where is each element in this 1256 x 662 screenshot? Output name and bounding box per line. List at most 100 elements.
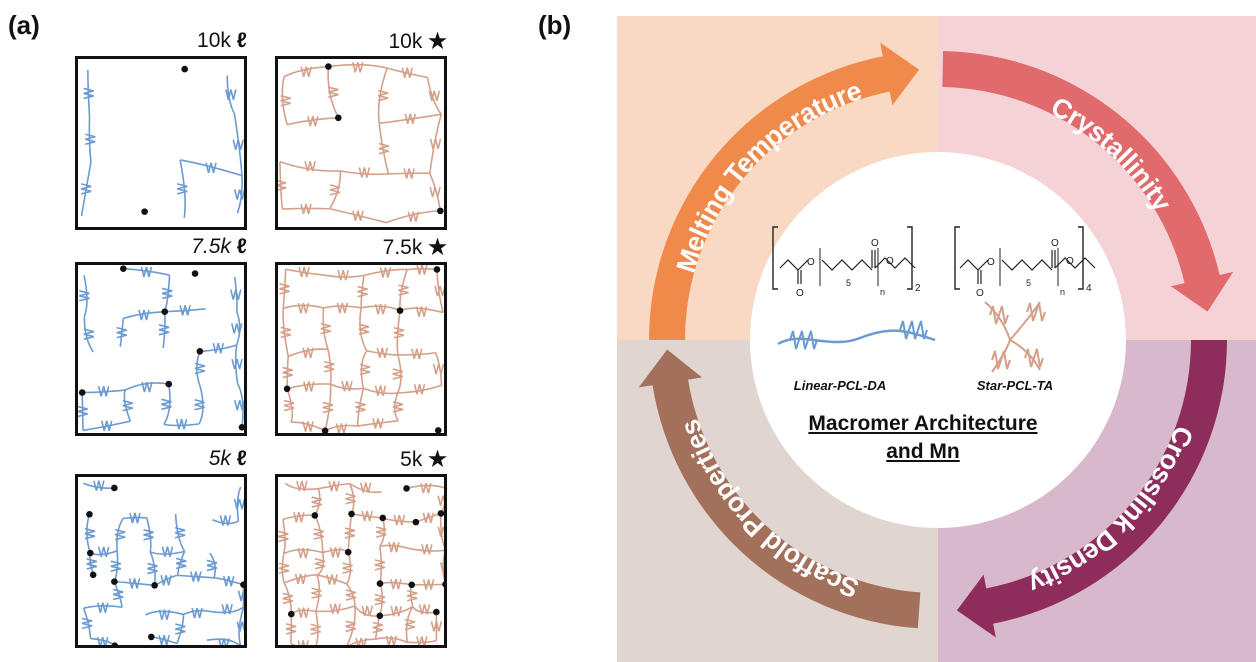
crosslink-node <box>89 571 97 579</box>
linear-pcl-da-label: Linear-PCL-DA <box>793 378 887 393</box>
crystalline-coil <box>97 602 109 613</box>
crystalline-coil <box>143 529 154 541</box>
crystalline-coil <box>300 66 312 77</box>
crystalline-coil <box>194 362 206 375</box>
crosslink-node <box>283 385 291 393</box>
crystalline-coil <box>335 423 348 433</box>
crystalline-coil <box>233 400 244 411</box>
crystalline-coil <box>413 383 426 395</box>
crystalline-coil <box>233 498 244 510</box>
polymer-strand <box>393 392 400 422</box>
network-drawing <box>81 480 244 645</box>
center-title-line2: and Mn <box>886 440 960 463</box>
linear-symbol-icon: ℓ <box>236 29 247 52</box>
crystalline-coil <box>285 623 297 635</box>
polymer-strand <box>236 382 244 428</box>
crystalline-coil <box>388 542 400 553</box>
linear-symbol-icon: ℓ <box>236 447 247 470</box>
polymer-strand <box>363 268 408 277</box>
crystalline-coil <box>372 621 383 634</box>
crystalline-coil <box>205 162 217 173</box>
crosslink-node <box>376 580 384 587</box>
polymer-strand <box>82 607 92 639</box>
panel-b-letter: (b) <box>538 10 572 40</box>
crosslink-node <box>433 608 440 616</box>
crystalline-coil <box>320 322 331 335</box>
crosslink-node <box>181 65 188 73</box>
crystalline-coil <box>344 527 356 539</box>
polymer-strand <box>356 388 365 427</box>
crystalline-coil <box>206 559 218 572</box>
crosslink-node <box>111 484 118 492</box>
network-mn-label: 7.5k <box>191 235 237 258</box>
acrylate-structure <box>959 250 1096 284</box>
crystalline-coil <box>989 305 1009 325</box>
crystalline-coil <box>175 418 188 430</box>
crystalline-coil <box>147 562 158 575</box>
polymer-strand <box>233 113 243 176</box>
polymer-strand <box>406 484 444 490</box>
bracket <box>1078 226 1084 290</box>
crystalline-coil <box>329 184 341 196</box>
repeat-count: n <box>1060 287 1065 297</box>
crystalline-coil <box>401 67 414 78</box>
crystalline-coil <box>991 350 1011 370</box>
polymer-strand <box>346 605 356 645</box>
crystalline-coil <box>358 167 371 178</box>
network-label: 10k ★ <box>277 29 447 54</box>
crosslink-node <box>238 424 244 431</box>
crystalline-coil <box>329 603 342 614</box>
crystalline-coil <box>439 562 444 573</box>
crystalline-coil <box>297 303 310 314</box>
network-mn-label: 5k <box>400 448 429 471</box>
polymer-strand <box>279 160 341 172</box>
polymer-strand <box>363 387 398 395</box>
crosslink-node <box>165 380 173 388</box>
atom-label: O <box>807 257 815 268</box>
crystalline-coil <box>221 604 233 615</box>
crosslink-node <box>240 581 244 588</box>
star-symbol-icon: ★ <box>428 448 447 471</box>
crystalline-coil <box>158 635 170 645</box>
crystalline-coil <box>191 607 203 619</box>
atom-label: O <box>1051 238 1059 249</box>
polymer-strand <box>386 67 428 79</box>
crystalline-coil <box>374 304 387 315</box>
crystalline-coil <box>326 574 338 585</box>
crystalline-coil <box>351 62 364 73</box>
crystalline-coil <box>304 161 316 172</box>
crystalline-coil <box>160 575 172 586</box>
polymer-strand <box>328 63 388 69</box>
polymer-strand <box>233 276 238 313</box>
crystalline-coil <box>376 526 387 538</box>
network-box-linear <box>75 56 247 230</box>
crystalline-coil <box>81 617 93 630</box>
crystalline-coil <box>93 480 105 491</box>
crystalline-coil <box>128 578 141 589</box>
crystalline-coil <box>300 203 312 215</box>
polymer-strand <box>236 486 242 522</box>
crystalline-coil <box>110 560 121 572</box>
atom-label: O <box>886 256 894 267</box>
crosslink-node <box>321 427 329 433</box>
crystalline-coil <box>175 557 187 570</box>
crystalline-coil <box>345 620 356 633</box>
crystalline-coil <box>342 562 353 574</box>
crosslink-node <box>344 548 352 556</box>
crystalline-coil <box>141 381 153 393</box>
crystalline-coil <box>374 385 387 396</box>
crystalline-coil <box>403 168 415 179</box>
crystalline-coil <box>190 571 202 582</box>
center-circle <box>750 152 1126 528</box>
crystalline-coil <box>789 330 818 350</box>
polymer-strand <box>235 311 241 346</box>
crystalline-coil <box>218 638 230 645</box>
polymer-strand <box>282 207 330 210</box>
polymer-strand <box>349 482 382 494</box>
polymer-strand <box>283 65 329 78</box>
crystalline-coil <box>1026 302 1046 322</box>
polymer-strand <box>283 574 318 584</box>
crystalline-coil <box>345 589 357 601</box>
crosslink-node <box>433 266 441 273</box>
